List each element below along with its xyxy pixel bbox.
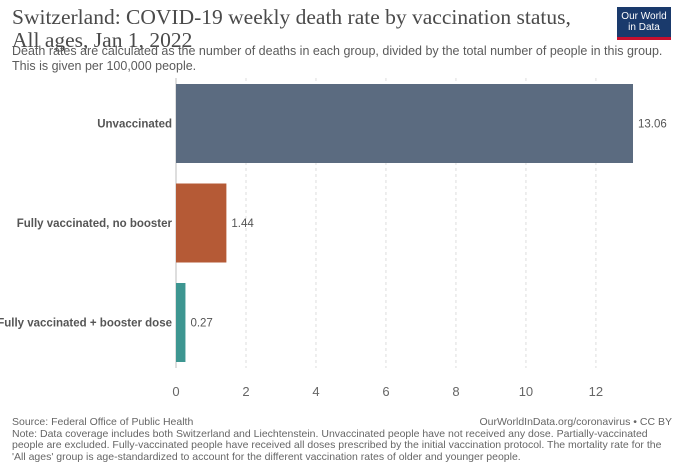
category-label: Fully vaccinated, no booster [17,218,173,230]
x-tick-label: 12 [589,384,603,399]
x-tick-label: 0 [172,384,179,399]
value-label: 13.06 [638,119,667,131]
source-text[interactable]: Source: Federal Office of Public Health [12,416,194,428]
note-text: Note: Data coverage includes both Switze… [12,427,662,463]
x-tick-label: 10 [519,384,533,399]
logo-line-2: in Data [628,22,660,33]
bar[interactable] [176,283,186,362]
value-label: 0.27 [190,318,212,330]
value-label: 1.44 [231,218,254,230]
bar[interactable] [176,84,633,163]
owid-logo[interactable]: Our World in Data [617,7,671,40]
bar[interactable] [176,183,227,263]
chart-title: Switzerland: COVID-19 weekly death rate … [12,5,571,52]
chart-subtitle: Death rates are calculated as the number… [12,44,663,73]
category-label: Unvaccinated [97,119,172,131]
logo-line-1: Our World [621,11,667,22]
x-tick-label: 4 [312,384,319,399]
x-tick-label: 8 [452,384,459,399]
category-label: Fully vaccinated + booster dose [0,318,172,330]
credit-link[interactable]: OurWorldInData.org/coronavirus • CC BY [479,416,672,428]
x-tick-label: 2 [242,384,249,399]
chart-footer: Source: Federal Office of Public Health … [12,416,672,463]
x-tick-label: 6 [382,384,389,399]
